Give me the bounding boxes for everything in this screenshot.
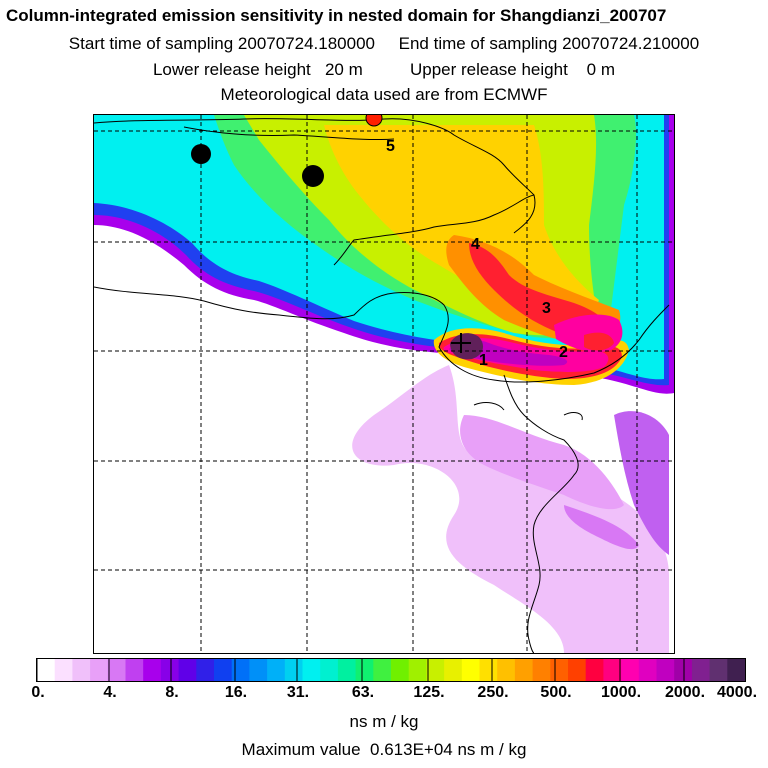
color-swatch bbox=[320, 659, 339, 681]
color-swatch bbox=[125, 659, 144, 681]
scale-tick: 8. bbox=[165, 684, 179, 701]
color-swatch bbox=[391, 659, 410, 681]
cluster-label-5: 5 bbox=[386, 138, 395, 155]
color-swatch bbox=[479, 659, 498, 681]
color-swatch bbox=[143, 659, 162, 681]
station-marker bbox=[191, 144, 211, 164]
color-swatch bbox=[408, 659, 427, 681]
color-swatch bbox=[514, 659, 534, 681]
scale-tick: 31. bbox=[286, 684, 310, 701]
scale-tick: 16. bbox=[224, 684, 248, 701]
scale-tick: 2000. bbox=[664, 684, 706, 701]
release-height-line: Lower release height 20 m Upper release … bbox=[152, 60, 616, 79]
color-swatch bbox=[37, 659, 56, 681]
color-swatch bbox=[107, 659, 126, 681]
cluster-label-4: 4 bbox=[471, 236, 480, 253]
color-swatch bbox=[674, 659, 693, 681]
color-swatch bbox=[355, 659, 374, 681]
light-plume bbox=[352, 365, 669, 653]
color-swatch bbox=[302, 659, 321, 681]
scale-tick: 63. bbox=[351, 684, 375, 701]
scale-units: ns m / kg bbox=[349, 712, 419, 731]
color-swatch bbox=[550, 659, 569, 681]
color-swatch bbox=[90, 659, 109, 681]
scale-tick: 250. bbox=[477, 684, 509, 701]
plot-title: Column-integrated emission sensitivity i… bbox=[6, 6, 667, 25]
color-swatch bbox=[568, 659, 587, 681]
color-swatch bbox=[231, 659, 250, 681]
color-swatch bbox=[461, 659, 480, 681]
color-swatch bbox=[426, 659, 445, 681]
color-scale-swatches bbox=[37, 659, 745, 681]
color-swatch bbox=[72, 659, 91, 681]
color-swatch bbox=[196, 659, 215, 681]
receptor-marker bbox=[365, 115, 383, 127]
color-swatch bbox=[603, 659, 622, 681]
scale-tick: 4000. bbox=[716, 684, 758, 701]
release-cross bbox=[451, 333, 471, 353]
scale-tick: 125. bbox=[413, 684, 445, 701]
station-marker bbox=[302, 165, 324, 187]
color-swatch bbox=[638, 659, 657, 681]
color-swatch bbox=[497, 659, 516, 681]
meteo-source-line: Meteorological data used are from ECMWF bbox=[220, 85, 548, 104]
scale-tick: 0. bbox=[31, 684, 45, 701]
maximum-value-text: Maximum value 0.613E+04 ns m / kg bbox=[241, 740, 527, 759]
cluster-label-2: 2 bbox=[559, 344, 568, 361]
color-scale-ticks: 0. 4. 8. 16. 31. 63. 125. 250. 500. 1000… bbox=[0, 684, 768, 706]
map-canvas: 1 2 3 4 5 bbox=[94, 115, 674, 653]
color-swatch bbox=[54, 659, 73, 681]
color-swatch bbox=[656, 659, 675, 681]
color-swatch bbox=[691, 659, 711, 681]
cluster-label-3: 3 bbox=[542, 300, 551, 317]
color-swatch bbox=[621, 659, 640, 681]
color-swatch bbox=[160, 659, 180, 681]
scale-tick: 1000. bbox=[600, 684, 642, 701]
color-swatch bbox=[532, 659, 551, 681]
sampling-time-line: Start time of sampling 20070724.180000 E… bbox=[68, 34, 700, 53]
color-swatch bbox=[444, 659, 463, 681]
color-swatch bbox=[214, 659, 233, 681]
color-scale-bar bbox=[36, 658, 746, 682]
color-swatch bbox=[249, 659, 268, 681]
color-swatch bbox=[373, 659, 392, 681]
color-swatch bbox=[284, 659, 303, 681]
main-plume bbox=[94, 115, 674, 394]
lat-lon-grid bbox=[94, 115, 674, 653]
color-swatch bbox=[727, 659, 745, 681]
color-swatch bbox=[178, 659, 197, 681]
map-panel: 1 2 3 4 5 bbox=[93, 114, 675, 654]
cluster-label-1: 1 bbox=[479, 352, 488, 369]
scale-tick: 500. bbox=[540, 684, 572, 701]
coastlines bbox=[94, 118, 670, 653]
color-swatch bbox=[267, 659, 286, 681]
scale-tick: 4. bbox=[103, 684, 117, 701]
color-swatch bbox=[585, 659, 604, 681]
color-swatch bbox=[709, 659, 728, 681]
color-swatch bbox=[337, 659, 357, 681]
